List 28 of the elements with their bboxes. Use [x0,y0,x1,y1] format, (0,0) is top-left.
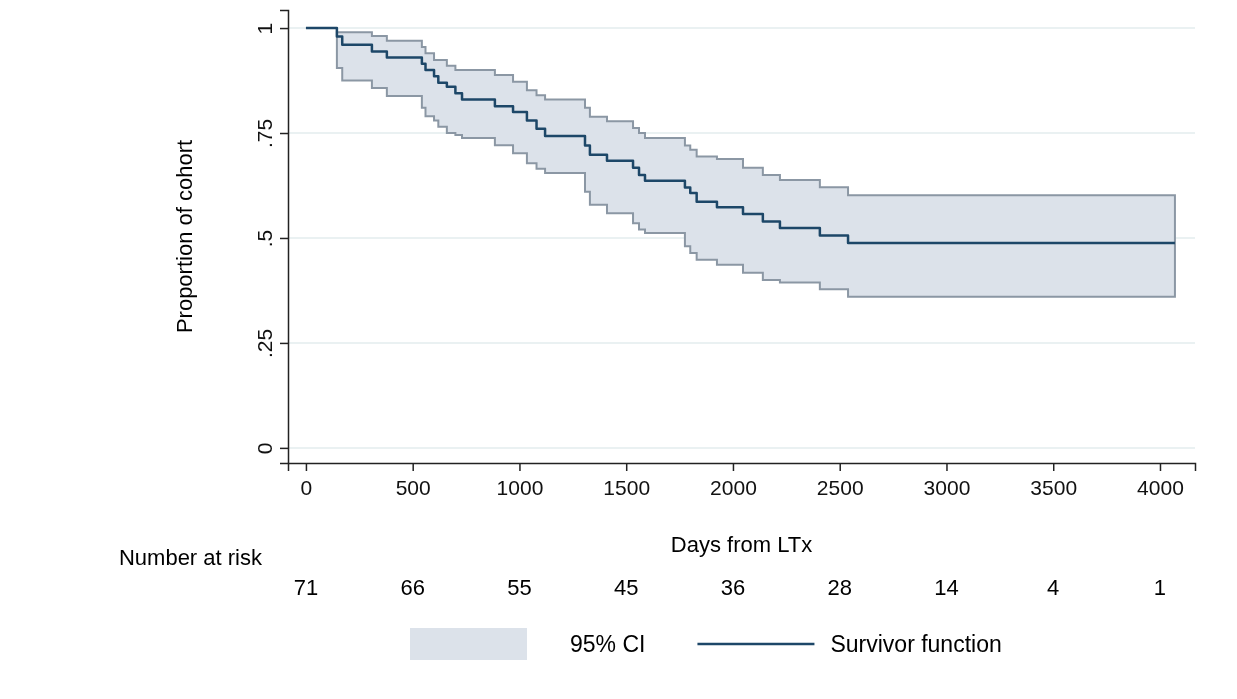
text: 95% CI [570,631,646,657]
x-tick-label: 2000 [710,476,757,499]
text: 36 [720,575,746,600]
text: Number at risk [118,545,263,570]
x-tick-label: 4000 [1137,476,1184,499]
text: 1 [1153,575,1167,600]
x-tick-label: 3000 [923,476,971,499]
text: 55 [507,575,532,600]
text: 4 [1047,575,1060,600]
text: 71 [293,575,319,600]
x-tick-label: 500 [395,476,431,499]
y-tick-label: .75 [252,118,276,149]
x-tick-label: 1000 [496,476,544,499]
x-tick-label: 3500 [1030,476,1078,499]
text: 45 [613,575,639,600]
x-tick-label: 0 [300,476,313,499]
x-tick-label: 2500 [816,476,864,499]
text: 66 [400,575,425,600]
y-tick-label: 1 [252,22,276,35]
y-tick-label: .25 [252,328,276,359]
text: 28 [827,575,852,600]
text: Survivor function [830,631,1002,657]
text: 14 [934,575,959,600]
x-axis-title: Days from LTx [670,532,813,557]
y-axis-title: Proportion of cohort [172,139,197,334]
y-tick-label: 0 [252,442,276,455]
x-tick-label: 1500 [603,476,651,499]
y-tick-label: .5 [252,229,276,248]
